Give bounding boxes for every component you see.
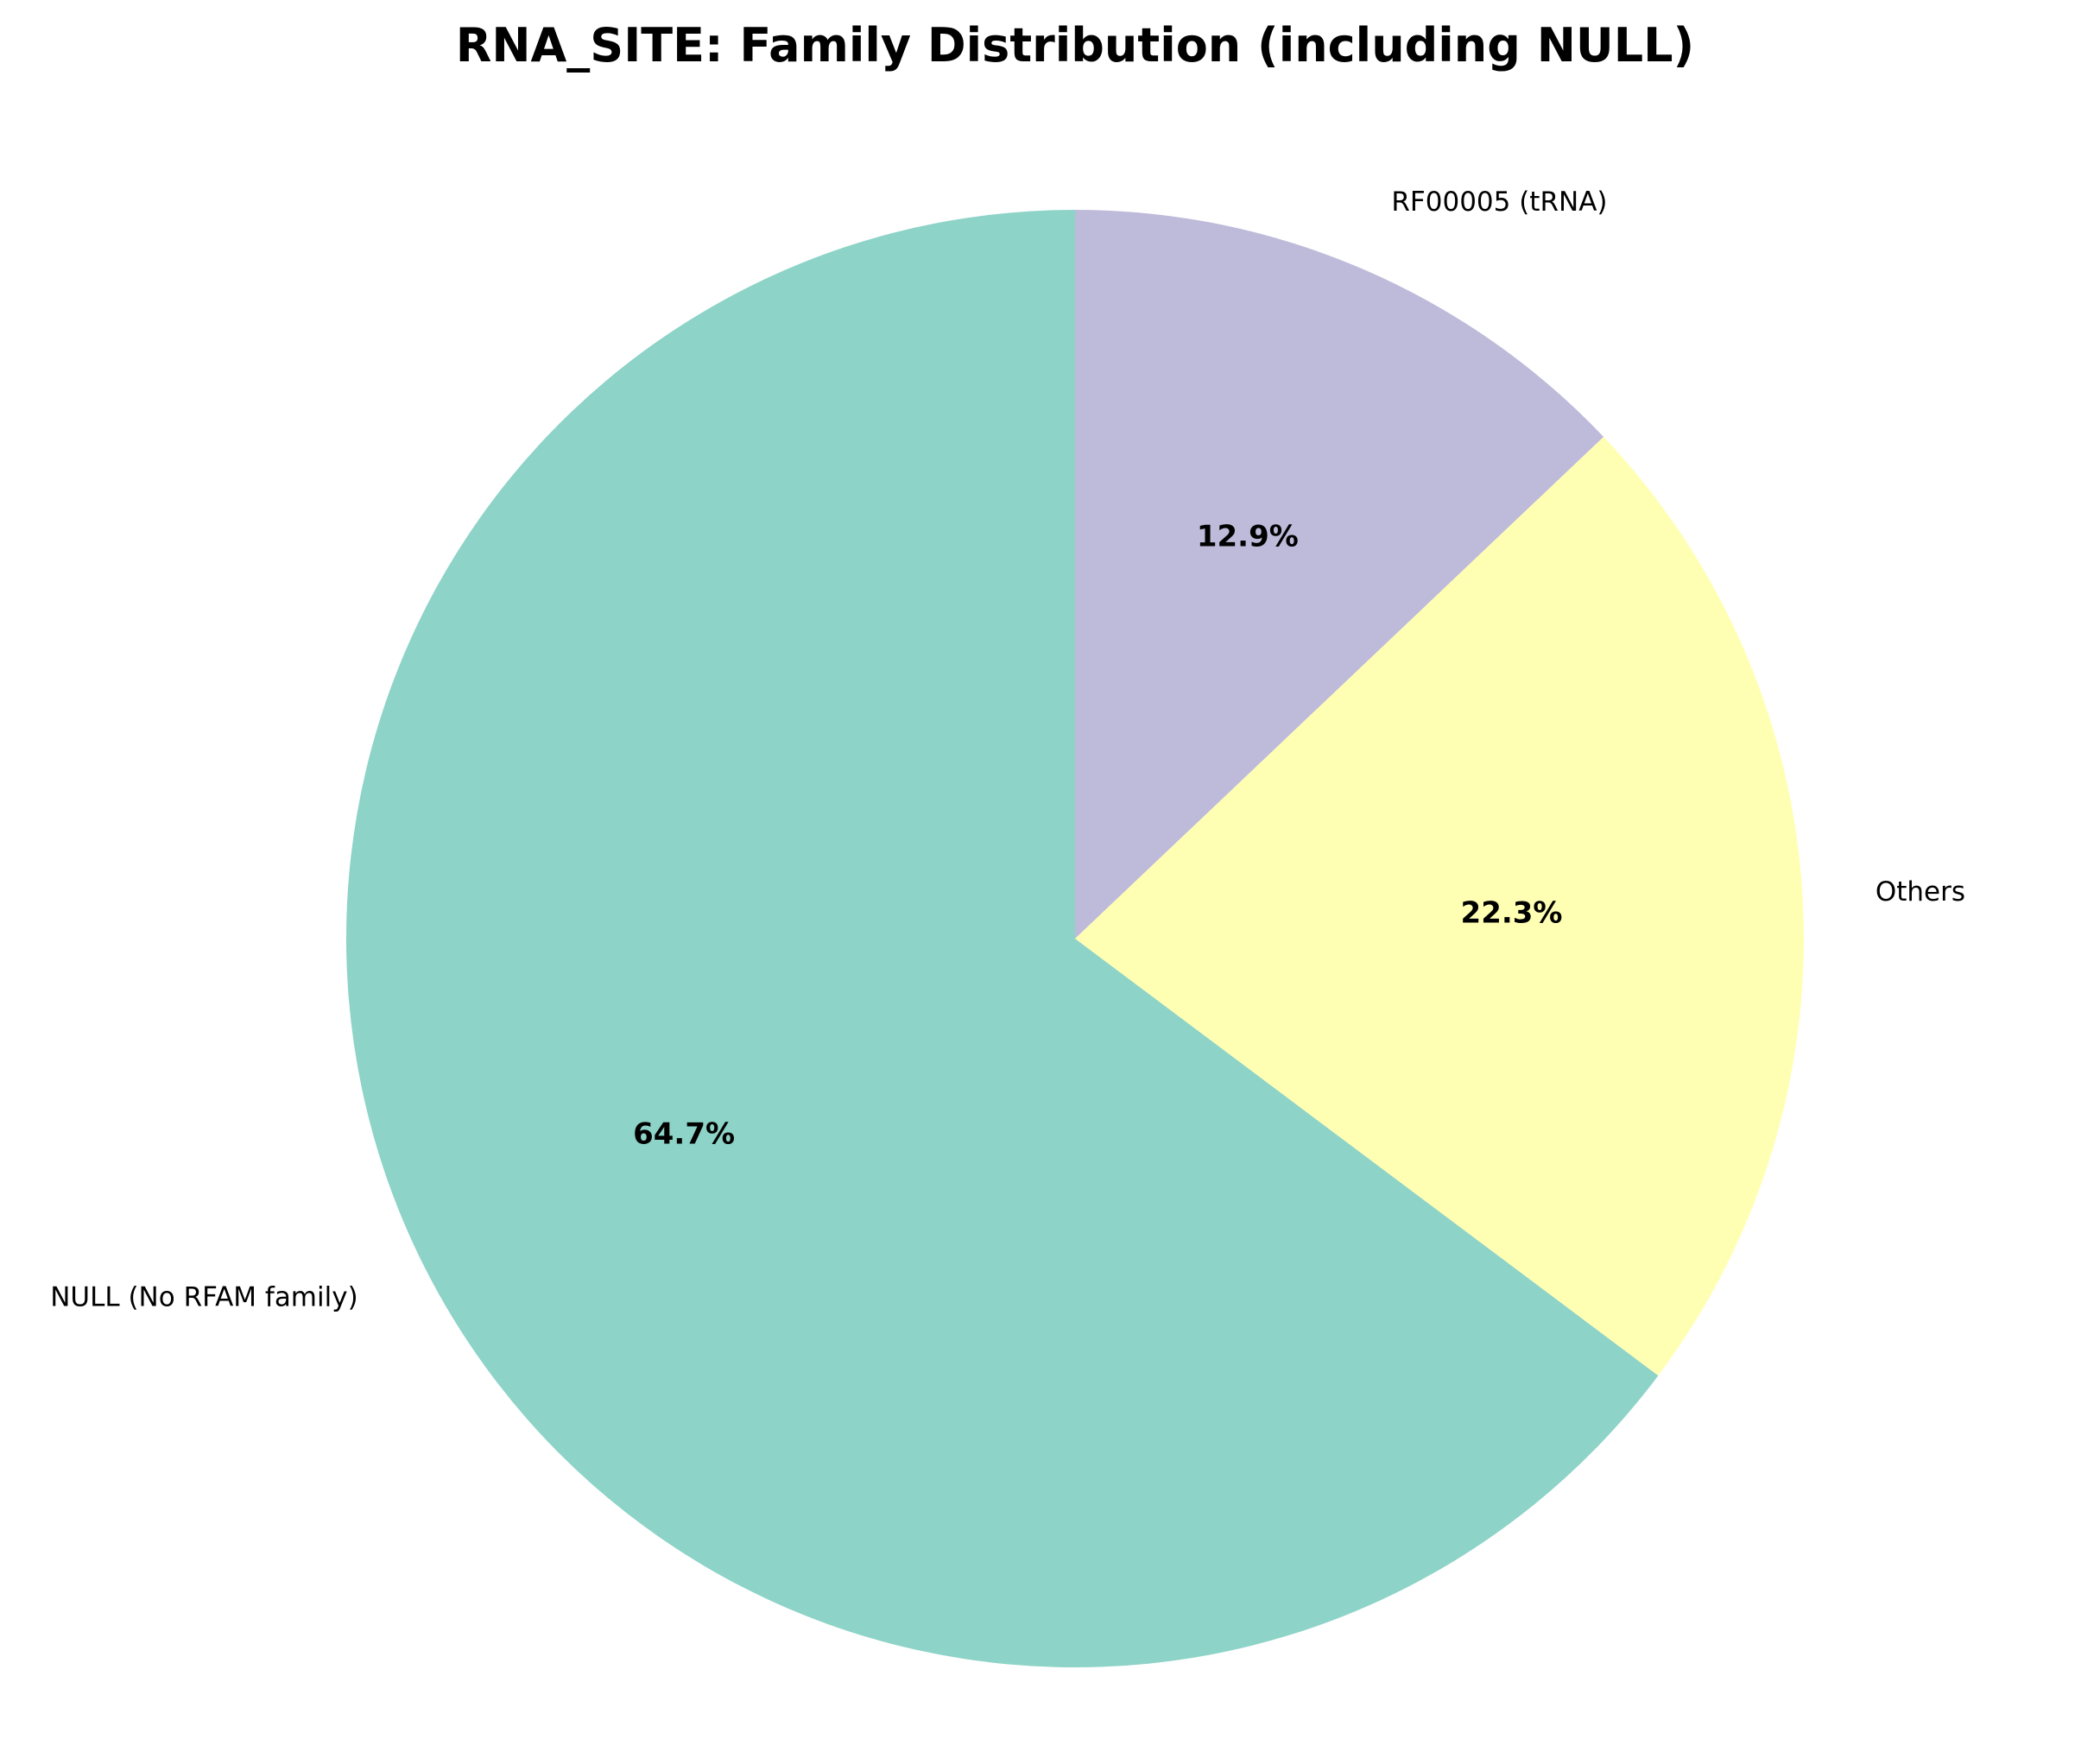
- pie-slice-others: [1075, 436, 1804, 1376]
- pie-slice-null-no-rfam-family: [346, 210, 1659, 1668]
- slice-percent-rf00005-trna: 12.9%: [1197, 520, 1299, 554]
- slice-label-rf00005-trna: RF00005 (tRNA): [1391, 187, 1607, 218]
- slice-label-others: Others: [1875, 876, 1965, 907]
- pie-slices: [346, 210, 1804, 1668]
- pie-labels: NULL (No RFAM family) 64.7% Others 22.3% RF0…: [50, 187, 1965, 1312]
- slice-percent-others: 22.3%: [1461, 896, 1563, 931]
- slice-label-null-no-rfam-family: NULL (No RFAM family): [50, 1281, 358, 1312]
- chart-title: RNA_SITE: Family Distribution (including…: [456, 18, 1695, 73]
- slice-percent-null-no-rfam-family: 64.7%: [633, 1117, 735, 1152]
- pie-slice-rf00005-trna: [1075, 210, 1604, 939]
